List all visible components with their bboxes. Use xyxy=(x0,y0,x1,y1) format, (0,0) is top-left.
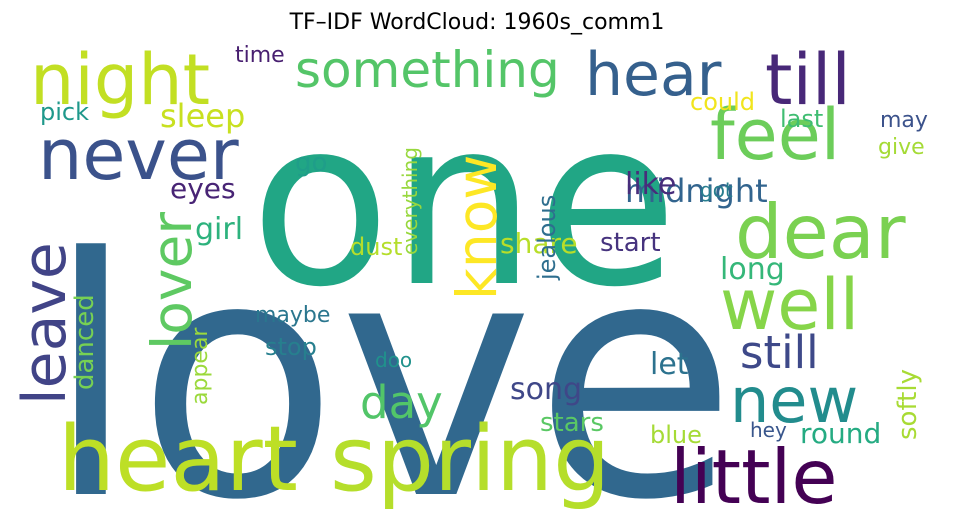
word-stars: stars xyxy=(540,408,604,438)
word-cloud: love one heart spring little dear never night fe… xyxy=(10,45,944,513)
word-softly: softly xyxy=(893,369,923,440)
word-doo: doo xyxy=(375,348,413,372)
word-appear: appear xyxy=(188,327,213,405)
word-like: like xyxy=(625,167,677,202)
word-something: something xyxy=(295,45,560,99)
word-danced: danced xyxy=(70,294,100,390)
word-could: could xyxy=(690,88,755,116)
word-heart: heart xyxy=(58,407,298,512)
word-never: never xyxy=(38,114,239,196)
word-know: know xyxy=(445,154,509,300)
word-may: may xyxy=(880,108,928,133)
word-round: round xyxy=(800,417,882,450)
word-give: give xyxy=(878,135,925,160)
word-new: new xyxy=(730,364,859,437)
word-leave: leave xyxy=(10,242,80,405)
word-love: love xyxy=(45,188,737,513)
word-blue: blue xyxy=(650,421,702,449)
word-one: one xyxy=(250,71,678,338)
word-till: till xyxy=(765,45,851,121)
word-let: let xyxy=(650,347,689,382)
word-jealous: jealous xyxy=(533,194,561,280)
word-hey: hey xyxy=(750,418,787,442)
word-girl: girl xyxy=(195,212,244,247)
word-little: little xyxy=(670,433,838,514)
word-got: got xyxy=(700,178,733,202)
word-share: share xyxy=(500,227,578,260)
word-time: time xyxy=(235,45,285,68)
word-stop: stop xyxy=(265,333,317,361)
word-last: last xyxy=(780,105,824,133)
word-day: day xyxy=(360,376,443,429)
word-well: well xyxy=(720,264,860,346)
word-feel: feel xyxy=(710,94,841,176)
word-sleep: sleep xyxy=(160,97,246,135)
word-dust: dust xyxy=(350,233,403,261)
word-spring: spring xyxy=(330,407,611,512)
word-go: go xyxy=(295,148,328,178)
word-pick: pick xyxy=(40,98,89,126)
word-start: start xyxy=(600,228,661,258)
word-eyes: eyes xyxy=(170,172,236,205)
word-night: night xyxy=(30,45,211,121)
word-hear: hear xyxy=(585,45,722,110)
word-midnight: midnight xyxy=(625,172,768,210)
chart-title: TF–IDF WordCloud: 1960s_comm1 xyxy=(289,10,665,35)
word-everything: everything xyxy=(398,147,422,255)
word-still: still xyxy=(740,326,819,379)
word-long: long xyxy=(720,252,785,287)
word-song: song xyxy=(510,372,583,407)
word-maybe: maybe xyxy=(255,303,331,328)
word-dear: dear xyxy=(735,188,906,276)
